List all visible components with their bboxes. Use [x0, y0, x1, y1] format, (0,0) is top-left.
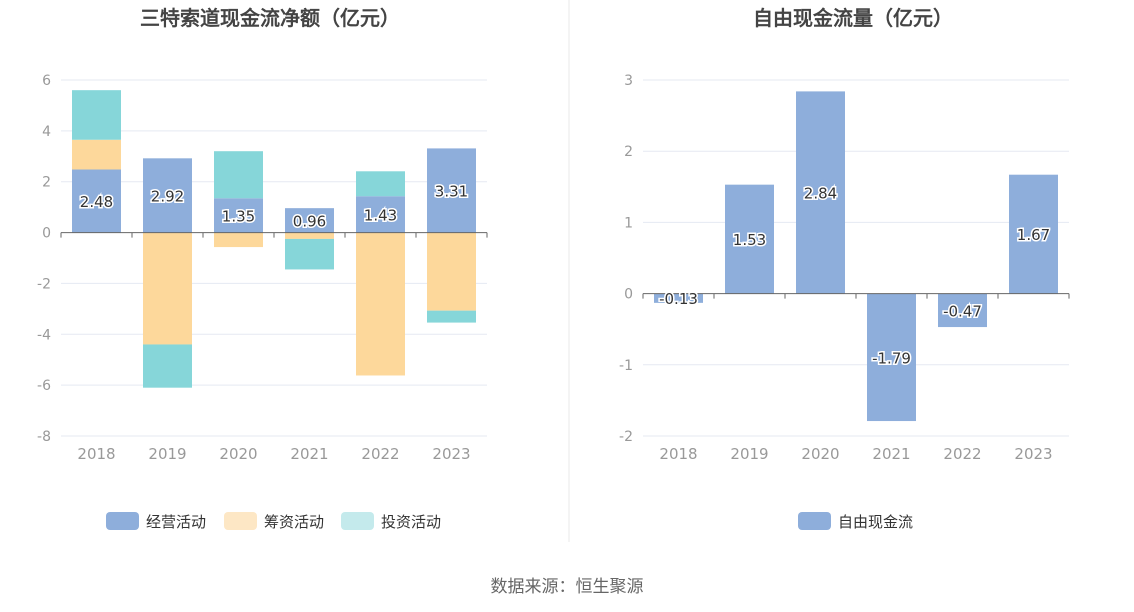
bar [427, 310, 476, 323]
x-tick-label: 2022 [943, 445, 981, 463]
y-tick-label: 2 [42, 175, 51, 191]
data-label: 1.35 [222, 207, 255, 225]
bar [143, 158, 192, 233]
bar [143, 232, 192, 345]
legend-swatch [106, 512, 139, 530]
legend-swatch [798, 512, 831, 530]
bar [72, 139, 121, 170]
chart-title: 自由现金流量（亿元） [753, 6, 953, 30]
y-tick-label: -2 [619, 429, 633, 445]
bar [285, 232, 334, 239]
bar [214, 198, 263, 233]
data-labels: 2.48 2.92 1.35 0.96 1.43 3.31 [78, 181, 469, 232]
x-tick-label: 2023 [432, 445, 470, 463]
y-tick-label: -4 [37, 327, 51, 343]
data-label: 2.48 [80, 193, 113, 211]
y-tick-label: -6 [37, 378, 51, 394]
y-tick-label: 6 [42, 73, 51, 89]
bar [285, 208, 334, 233]
data-label: 1.43 [364, 206, 397, 224]
legend-label: 经营活动 [146, 513, 206, 531]
x-tick-label: 2019 [148, 445, 186, 463]
legend-label: 投资活动 [381, 513, 441, 531]
x-tick-label: 2020 [801, 445, 839, 463]
chart-title: 三特索道现金流净额（亿元） [140, 6, 400, 30]
bar [938, 293, 987, 328]
y-tick-label: -2 [37, 276, 51, 292]
y-tick-label: 3 [624, 73, 633, 89]
data-label: -1.79 [872, 349, 911, 367]
bar [214, 151, 263, 199]
legend: 自由现金流 [798, 512, 913, 531]
data-label: 2.84 [804, 184, 837, 202]
bar [72, 90, 121, 140]
y-axis: 6 4 2 0 -2 -4 -6 -8 [37, 73, 51, 445]
data-labels: -0.13 1.53 2.84 -1.79 -0.47 1.67 [658, 183, 1052, 369]
bar [214, 232, 263, 248]
y-tick-label: -1 [619, 358, 633, 374]
bar [72, 169, 121, 233]
grid-lines [643, 79, 1069, 437]
x-tick-label: 2018 [659, 445, 697, 463]
y-tick-label: 2 [624, 144, 633, 160]
bars [72, 90, 476, 388]
bar [427, 148, 476, 233]
bars [654, 91, 1058, 422]
legend-label: 筹资活动 [264, 513, 324, 531]
free-cash-flow-chart: 自由现金流量（亿元） 3 2 1 0 -1 -2 2018 2019 2020 2021 2022… [619, 6, 1070, 531]
x-tick-label: 2018 [77, 445, 115, 463]
x-axis: 2018 2019 2020 2021 2022 2023 [60, 232, 488, 463]
y-tick-label: 0 [624, 287, 633, 303]
x-tick-label: 2019 [730, 445, 768, 463]
bar [725, 184, 774, 294]
data-label: 2.92 [151, 187, 184, 205]
legend-label: 自由现金流 [838, 513, 913, 531]
x-tick-label: 2020 [219, 445, 257, 463]
x-tick-label: 2021 [290, 445, 328, 463]
legend: 经营活动 筹资活动 投资活动 [106, 512, 441, 531]
legend-swatch [224, 512, 257, 530]
source-note: 数据来源：恒生聚源 [491, 577, 644, 597]
y-tick-label: -8 [37, 429, 51, 445]
bar [796, 91, 845, 294]
data-label: 3.31 [435, 182, 468, 200]
bar [427, 232, 476, 311]
x-tick-label: 2022 [361, 445, 399, 463]
data-label: 1.67 [1017, 226, 1050, 244]
grid-lines [61, 79, 487, 437]
bar [1009, 174, 1058, 294]
bar [867, 293, 916, 422]
data-label: 0.96 [293, 212, 326, 230]
x-tick-label: 2021 [872, 445, 910, 463]
bar [356, 232, 405, 376]
y-tick-label: 4 [42, 124, 51, 140]
legend-swatch [341, 512, 374, 530]
y-tick-label: 0 [42, 226, 51, 242]
bar [285, 238, 334, 270]
bar [654, 293, 703, 303]
bar [143, 344, 192, 388]
x-tick-label: 2023 [1014, 445, 1052, 463]
y-tick-label: 1 [624, 215, 633, 231]
x-axis: 2018 2019 2020 2021 2022 2023 [642, 293, 1070, 463]
data-label: -0.13 [659, 290, 698, 308]
data-label: 1.53 [733, 231, 766, 249]
bar [356, 196, 405, 233]
bar [356, 171, 405, 197]
data-label: -0.47 [943, 302, 982, 320]
y-axis: 3 2 1 0 -1 -2 [619, 73, 633, 445]
